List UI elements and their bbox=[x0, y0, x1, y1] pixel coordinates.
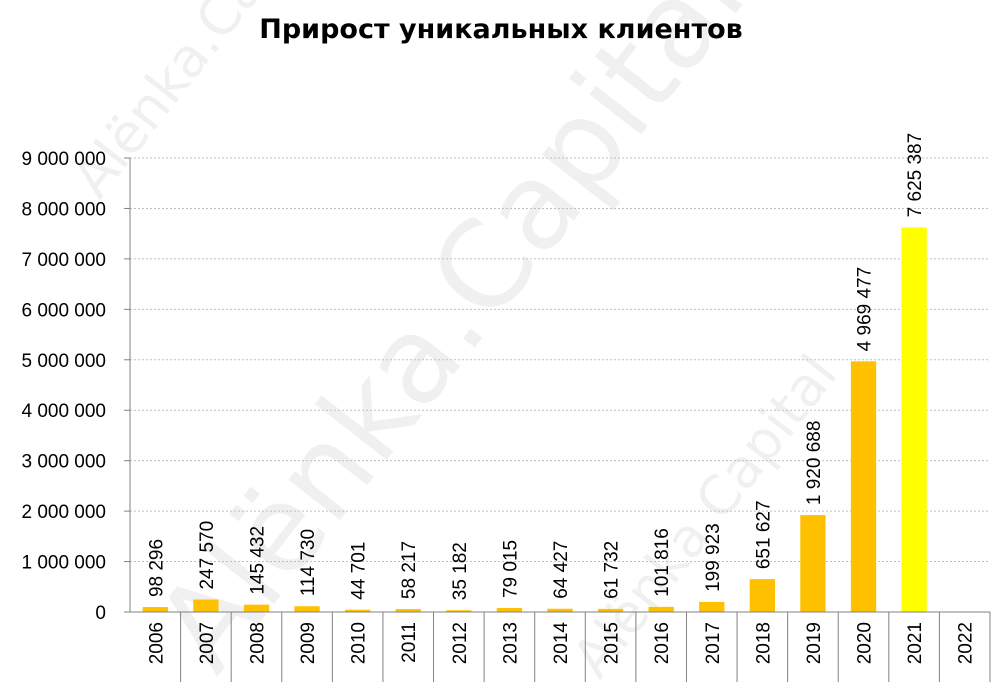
data-label-2010: 44 701 bbox=[349, 542, 370, 600]
data-label-2009: 114 730 bbox=[298, 529, 319, 596]
y-tick-label: 1 000 000 bbox=[21, 553, 106, 574]
bar-2006 bbox=[142, 607, 168, 612]
x-tick-label-2017: 2017 bbox=[703, 622, 724, 664]
x-tick-label-2010: 2010 bbox=[349, 622, 370, 664]
bar-2009 bbox=[294, 606, 320, 612]
x-tick-label-2016: 2016 bbox=[652, 622, 673, 664]
chart-title: Прирост уникальных клиентов bbox=[259, 14, 743, 45]
data-label-2018: 651 627 bbox=[753, 500, 774, 569]
data-label-2011: 58 217 bbox=[399, 541, 420, 599]
bar-2008 bbox=[243, 604, 270, 612]
x-tick-label-2018: 2018 bbox=[753, 622, 774, 664]
bar-2015 bbox=[597, 608, 624, 612]
data-label-2007: 247 570 bbox=[197, 521, 218, 590]
bar-2007 bbox=[193, 599, 219, 612]
bar-2017 bbox=[699, 601, 725, 612]
x-tick-label-2022: 2022 bbox=[956, 622, 977, 664]
data-label-2013: 79 015 bbox=[500, 540, 521, 598]
x-tick-label-2021: 2021 bbox=[905, 622, 926, 664]
y-tick-label: 4 000 000 bbox=[21, 401, 106, 422]
x-tick-label-2006: 2006 bbox=[146, 622, 167, 664]
bar-2012 bbox=[446, 610, 472, 612]
x-tick-label-2014: 2014 bbox=[551, 622, 572, 665]
gridlines bbox=[130, 157, 990, 563]
data-label-2020: 4 969 477 bbox=[855, 267, 876, 352]
y-tick-label: 5 000 000 bbox=[21, 351, 106, 372]
bar-2019 bbox=[800, 515, 826, 612]
y-tick-label: 6 000 000 bbox=[21, 300, 106, 321]
x-tick-label-2011: 2011 bbox=[399, 622, 420, 663]
bar-2020 bbox=[850, 361, 877, 612]
bar-2018 bbox=[749, 579, 775, 612]
bar-2013 bbox=[496, 608, 523, 612]
data-label-2014: 64 427 bbox=[551, 541, 572, 599]
axes bbox=[124, 157, 991, 682]
x-tick-label-2020: 2020 bbox=[855, 622, 876, 664]
y-tick-label: 9 000 000 bbox=[21, 149, 106, 170]
x-tick-label-2008: 2008 bbox=[247, 622, 268, 664]
data-label-2006: 98 296 bbox=[146, 539, 167, 597]
x-tick-label-2015: 2015 bbox=[602, 622, 623, 664]
x-tick-labels: 2006 2007 2008 2009 2010 2011 2012 2013 2014 2015… bbox=[146, 622, 976, 665]
x-tick-label-2012: 2012 bbox=[450, 622, 471, 664]
data-label-2021: 7 625 387 bbox=[905, 133, 926, 218]
bar-2016 bbox=[648, 606, 674, 612]
y-tick-label: 7 000 000 bbox=[21, 250, 106, 271]
data-label-2017: 199 923 bbox=[703, 523, 724, 592]
x-tick-label-2013: 2013 bbox=[500, 622, 521, 664]
data-label-2015: 61 732 bbox=[602, 541, 623, 599]
bar-2021 bbox=[901, 227, 927, 612]
data-label-2012: 35 182 bbox=[450, 542, 471, 600]
bar-2011 bbox=[395, 609, 421, 612]
y-tick-label: 8 000 000 bbox=[21, 199, 106, 220]
data-labels: 98 296 247 570 145 432 114 730 44 701 58 217 3… bbox=[146, 133, 926, 600]
bar-2010 bbox=[345, 609, 371, 612]
x-tick-label-2007: 2007 bbox=[197, 622, 218, 664]
y-tick-labels: 0 1 000 000 2 000 000 3 000 000 4 000 000 5 0… bbox=[21, 149, 106, 624]
x-tick-label-2019: 2019 bbox=[804, 622, 825, 664]
bars bbox=[142, 227, 927, 612]
y-tick-label: 2 000 000 bbox=[21, 502, 106, 523]
y-tick-label: 3 000 000 bbox=[21, 452, 106, 473]
bar-2014 bbox=[547, 608, 573, 612]
data-label-2016: 101 816 bbox=[652, 528, 673, 597]
data-label-2008: 145 432 bbox=[247, 526, 268, 595]
y-tick-label: 0 bbox=[95, 603, 106, 624]
data-label-2019: 1 920 688 bbox=[804, 421, 825, 506]
x-tick-label-2009: 2009 bbox=[298, 622, 319, 664]
